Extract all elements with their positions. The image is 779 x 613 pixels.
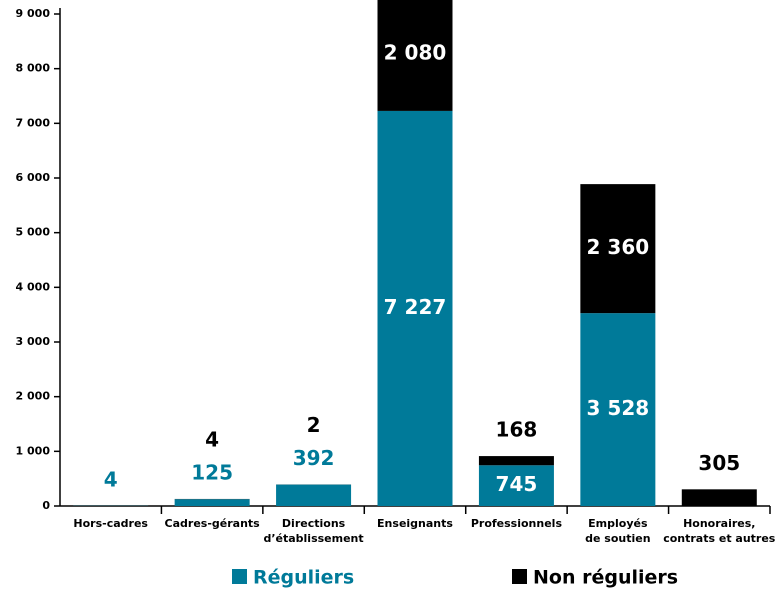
data-label: 168 bbox=[496, 418, 538, 442]
bar-segment bbox=[377, 0, 453, 111]
data-label: 392 bbox=[293, 446, 335, 470]
data-label: 2 360 bbox=[587, 235, 650, 259]
bar-segment bbox=[478, 456, 554, 466]
data-label: 2 080 bbox=[384, 41, 447, 65]
y-tick-label: 9 000 bbox=[16, 7, 51, 20]
x-tick-label: Employés de soutien bbox=[585, 517, 650, 545]
data-label: 3 528 bbox=[587, 396, 650, 420]
legend-swatch bbox=[512, 569, 527, 584]
y-tick-label: 1 000 bbox=[16, 444, 51, 457]
y-tick-label: 3 000 bbox=[16, 335, 51, 348]
data-label: 4 bbox=[205, 427, 219, 451]
y-tick-label: 8 000 bbox=[16, 62, 51, 75]
y-tick-label: 4 000 bbox=[16, 280, 51, 293]
y-tick-label: 5 000 bbox=[16, 226, 51, 239]
x-tick-label: Hors-cadres bbox=[73, 517, 148, 530]
bar-segment bbox=[580, 313, 656, 506]
bar-segment bbox=[377, 110, 453, 506]
bar-segment bbox=[478, 465, 554, 506]
bar-segment bbox=[276, 484, 352, 506]
x-tick-label: Honoraires, contrats et autres bbox=[663, 517, 776, 545]
x-tick-label: Directions d’établissement bbox=[263, 517, 363, 545]
legend-label: Non réguliers bbox=[533, 567, 678, 589]
y-tick-label: 7 000 bbox=[16, 116, 51, 129]
legend-label: Réguliers bbox=[253, 567, 354, 589]
legend-swatch bbox=[232, 569, 247, 584]
x-tick-label: Enseignants bbox=[377, 517, 453, 530]
data-label: 7 227 bbox=[384, 295, 447, 319]
bar-segment bbox=[174, 499, 250, 506]
bar-segment bbox=[681, 489, 757, 506]
data-label: 745 bbox=[496, 472, 538, 496]
x-tick-label: Cadres-gérants bbox=[165, 517, 261, 530]
data-label: 305 bbox=[698, 451, 740, 475]
data-label: 2 bbox=[307, 413, 321, 437]
data-label: 4 bbox=[104, 467, 118, 491]
y-tick-label: 2 000 bbox=[16, 390, 51, 403]
y-tick-label: 6 000 bbox=[16, 171, 51, 184]
x-tick-label: Professionnels bbox=[471, 517, 563, 530]
data-label: 125 bbox=[191, 460, 233, 484]
bar-segment bbox=[580, 184, 656, 314]
y-tick-label: 0 bbox=[42, 499, 50, 512]
